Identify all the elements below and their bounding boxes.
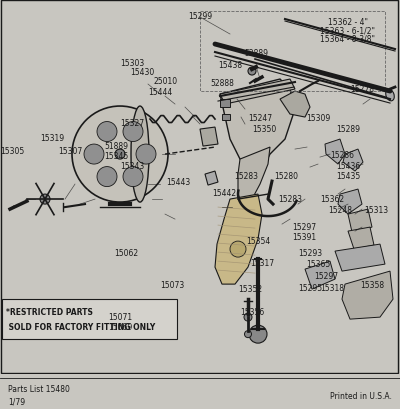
Circle shape — [97, 167, 117, 187]
Polygon shape — [335, 245, 385, 272]
Text: 15358: 15358 — [360, 280, 384, 289]
Text: 15283: 15283 — [234, 171, 258, 180]
Polygon shape — [205, 172, 218, 186]
Text: 15313: 15313 — [364, 205, 388, 214]
Text: 15289: 15289 — [336, 124, 360, 133]
Polygon shape — [348, 227, 374, 249]
Text: 15309: 15309 — [306, 114, 330, 123]
Text: 1/79: 1/79 — [8, 397, 25, 406]
Circle shape — [97, 122, 117, 142]
Text: 15280: 15280 — [274, 171, 298, 180]
Text: 15069: 15069 — [108, 323, 132, 332]
Text: 15345: 15345 — [104, 152, 128, 161]
Bar — [2, 299, 177, 339]
Ellipse shape — [131, 107, 149, 202]
Text: 15443: 15443 — [166, 178, 190, 187]
Text: 15444: 15444 — [148, 88, 172, 97]
Text: 15248: 15248 — [328, 205, 352, 214]
Polygon shape — [215, 195, 262, 284]
Text: 15317: 15317 — [250, 258, 274, 267]
Text: Printed in U.S.A.: Printed in U.S.A. — [330, 391, 392, 400]
Text: 15442: 15442 — [212, 189, 236, 198]
Polygon shape — [200, 128, 218, 147]
Polygon shape — [220, 80, 295, 165]
Circle shape — [244, 331, 252, 338]
Circle shape — [72, 107, 168, 202]
Text: 52888: 52888 — [210, 79, 234, 88]
Text: 15327: 15327 — [120, 118, 144, 127]
Circle shape — [244, 313, 252, 321]
Polygon shape — [305, 261, 335, 290]
Ellipse shape — [386, 90, 394, 101]
Text: 15391: 15391 — [292, 233, 316, 242]
Text: 15362 - 4": 15362 - 4" — [328, 18, 368, 27]
Circle shape — [123, 122, 143, 142]
Circle shape — [84, 145, 104, 165]
Text: 15343: 15343 — [120, 162, 144, 171]
Text: 15295: 15295 — [298, 284, 322, 293]
Text: 15071: 15071 — [108, 312, 132, 321]
Bar — [222, 115, 230, 121]
Polygon shape — [238, 148, 270, 204]
Text: 15430: 15430 — [130, 67, 154, 76]
Bar — [220, 100, 230, 108]
Text: 25010: 25010 — [154, 77, 178, 86]
Text: 15356: 15356 — [240, 308, 264, 317]
Text: 15278: 15278 — [350, 85, 374, 94]
Text: 15435: 15435 — [336, 171, 360, 180]
Text: Parts List 15480: Parts List 15480 — [8, 384, 70, 393]
Text: 15319: 15319 — [40, 134, 64, 143]
Circle shape — [248, 68, 256, 76]
Circle shape — [136, 145, 156, 165]
Text: 15303: 15303 — [120, 58, 144, 67]
Text: 15436: 15436 — [336, 161, 360, 170]
Text: SOLD FOR FACTORY FITTING ONLY: SOLD FOR FACTORY FITTING ONLY — [6, 322, 155, 331]
Text: 15062: 15062 — [114, 249, 138, 258]
Text: 15073: 15073 — [160, 280, 184, 289]
Polygon shape — [338, 190, 362, 215]
Text: 15307: 15307 — [58, 147, 82, 156]
Circle shape — [230, 241, 246, 258]
Text: 15299: 15299 — [188, 12, 212, 21]
Text: 15297: 15297 — [292, 222, 316, 231]
Polygon shape — [220, 80, 295, 105]
Text: 15365: 15365 — [306, 259, 330, 268]
Text: 15305: 15305 — [0, 147, 24, 156]
Text: 15247: 15247 — [248, 114, 272, 123]
Text: 15297: 15297 — [314, 272, 338, 281]
Polygon shape — [342, 272, 393, 319]
Text: 15363 - 6-1/2": 15363 - 6-1/2" — [320, 26, 376, 35]
Polygon shape — [348, 209, 372, 233]
Text: 15438: 15438 — [218, 61, 242, 70]
Circle shape — [249, 325, 267, 343]
Text: 15362: 15362 — [320, 195, 344, 204]
Text: 15354: 15354 — [246, 236, 270, 245]
Bar — [200, 12, 385, 92]
Polygon shape — [280, 92, 310, 118]
Text: 51889: 51889 — [104, 142, 128, 151]
Polygon shape — [325, 140, 345, 165]
Circle shape — [123, 167, 143, 187]
Text: 15286: 15286 — [330, 151, 354, 160]
Text: 15293: 15293 — [298, 249, 322, 258]
Polygon shape — [343, 150, 363, 172]
Text: 15318: 15318 — [320, 284, 344, 293]
Text: 15283: 15283 — [278, 195, 302, 204]
Text: 15350: 15350 — [252, 124, 276, 133]
Circle shape — [115, 150, 125, 160]
Text: 15364 - 8-3/8": 15364 - 8-3/8" — [320, 34, 376, 43]
Circle shape — [40, 195, 50, 204]
Text: 15352: 15352 — [238, 284, 262, 293]
Text: *RESTRICTED PARTS: *RESTRICTED PARTS — [6, 307, 93, 316]
Text: 52889: 52889 — [244, 49, 268, 58]
